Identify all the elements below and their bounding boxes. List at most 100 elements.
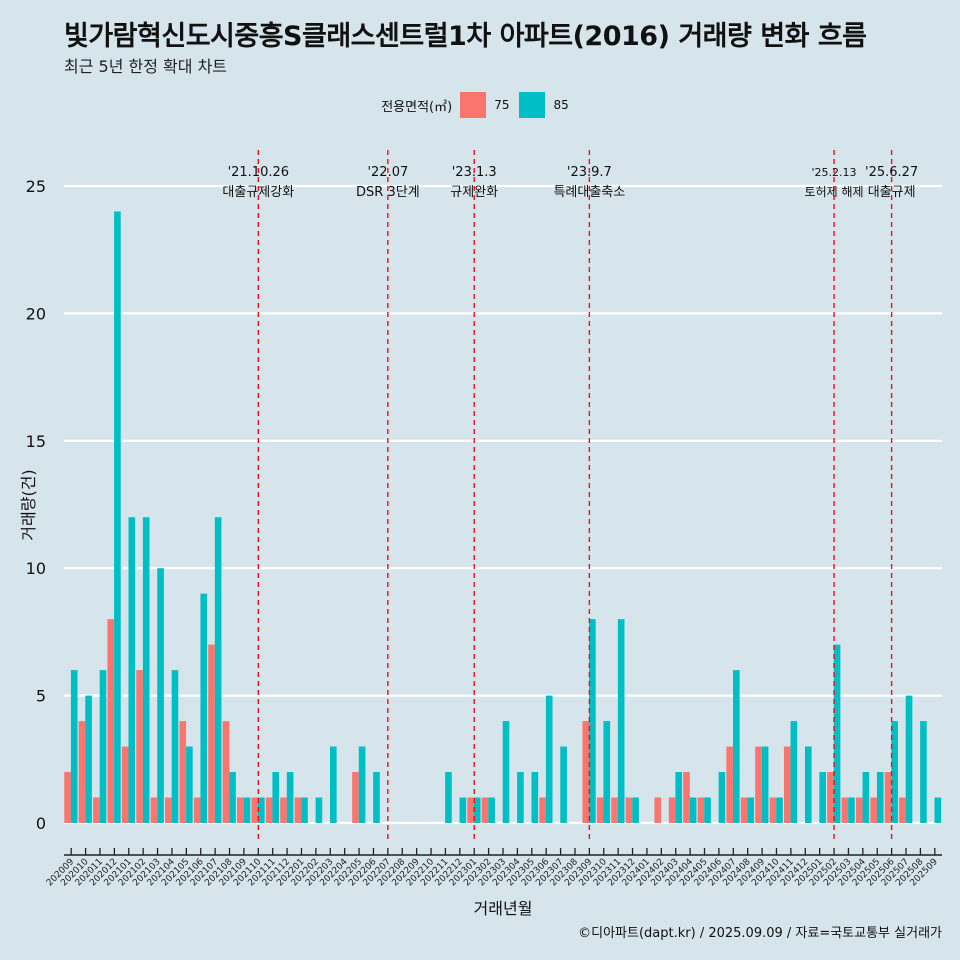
bar-85-202212 [459,797,467,823]
bar-75-202502 [827,772,834,823]
bar-75-202112 [280,797,287,823]
event-text-label: 대출규제 [868,185,916,200]
y-tick-label: 20 [26,304,46,323]
bar-85-202404 [689,797,697,823]
bar-85-202205 [358,746,366,823]
event-text-label: 토허제 해제 [805,185,864,199]
bar-75-202102 [136,670,143,823]
y-tick-label: 25 [26,177,46,196]
bar-85-202306 [545,695,553,823]
bar-75-202201 [294,797,302,823]
bar-75-202402 [654,797,662,823]
y-axis-title: 거래량(건) [19,469,38,540]
bar-75-202407 [726,746,734,823]
bar-85-202309 [589,619,596,823]
chart-title: 빛가람혁신도시중흥S클래스센트럴1차 아파트(2016) 거래량 변화 흐름 [64,21,867,52]
bar-85-202011 [99,670,107,823]
bar-75-202410 [769,797,777,823]
bar-85-202307 [560,746,567,823]
bar-85-202109 [243,797,251,823]
bar-75-202302 [481,797,489,823]
bar-85-202505 [876,772,884,823]
bar-75-202311 [611,797,618,823]
bar-75-202104 [165,797,172,823]
y-tick-label: 15 [26,432,46,451]
event-text-label: 대출규제강화 [222,185,294,200]
bar-75-202111 [265,797,273,823]
bar-75-202301 [467,797,474,823]
legend-key-75 [460,92,487,118]
y-tick-label: 0 [36,814,46,833]
bar-85-202112 [286,772,294,823]
bar-85-202305 [531,772,539,823]
event-date-label: '25.2.13 [812,166,857,179]
bar-85-202012 [114,211,121,824]
bar-75-202110 [251,797,259,823]
bar-75-202504 [855,797,863,823]
bar-85-202303 [502,721,510,823]
event-date-label: '21.10.26 [228,165,289,180]
bar-85-202302 [488,797,495,823]
bar-85-202101 [128,517,136,823]
x-axis-title: 거래년월 [474,899,533,918]
bar-75-202105 [179,721,187,823]
bar-85-202201 [301,797,308,823]
bar-75-202310 [596,797,604,823]
bar-85-202410 [776,797,783,823]
bar-85-202312 [632,797,639,823]
bar-85-202508 [920,721,927,823]
legend: 전용면적(㎡) 75 85 [0,92,960,118]
bar-85-202202 [315,797,323,823]
bar-75-202012 [107,619,115,823]
bar-85-202406 [718,772,726,823]
bar-85-202504 [862,772,870,823]
bar-85-202311 [617,619,625,823]
bar-85-202111 [272,772,280,823]
bar-85-202408 [747,797,755,823]
bar-85-202104 [171,670,179,823]
bar-85-202105 [186,746,193,823]
caption: ©디아파트(dapt.kr) / 2025.09.09 / 자료=국토교통부 실… [578,926,942,941]
bar-85-202501 [819,772,826,823]
event-date-label: '25.6.27 [865,165,918,180]
bar-85-202502 [833,644,841,823]
bar-85-202507 [905,695,913,823]
bar-75-202507 [899,797,906,823]
bar-85-202304 [517,772,524,823]
bar-85-202010 [85,695,92,823]
legend-label-85: 85 [553,98,569,112]
bar-85-202106 [200,593,208,823]
event-date-label: '23.1.3 [452,165,497,180]
bar-75-202010 [78,721,86,823]
bar-85-202503 [848,797,855,823]
bar-75-202403 [668,797,676,823]
bar-85-202509 [934,797,942,823]
event-date-label: '23.9.7 [567,165,612,180]
bar-75-202503 [841,797,849,823]
legend-key-85 [519,92,546,118]
bar-85-202409 [761,746,769,823]
bar-75-202506 [884,772,892,823]
event-text-label: 규제완화 [450,185,498,200]
bar-85-202506 [891,721,898,823]
bar-75-202505 [870,797,877,823]
bar-75-202205 [352,772,359,823]
bar-85-202009 [70,670,78,823]
bar-85-202206 [373,772,380,823]
bar-85-202102 [142,517,150,823]
bar-75-202408 [740,797,748,823]
bar-85-202405 [704,797,711,823]
bar-75-202309 [582,721,590,823]
bar-75-202405 [697,797,705,823]
event-date-label: '22.07 [367,165,408,180]
bar-75-202404 [683,772,690,823]
bar-75-202409 [755,746,762,823]
event-text-label: DSR 3단계 [356,185,420,200]
legend-label-75: 75 [494,98,510,112]
y-tick-label: 5 [36,687,46,706]
bar-75-202106 [193,797,201,823]
bar-75-202009 [64,772,71,823]
bar-85-202412 [804,746,812,823]
bar-85-202310 [603,721,611,823]
